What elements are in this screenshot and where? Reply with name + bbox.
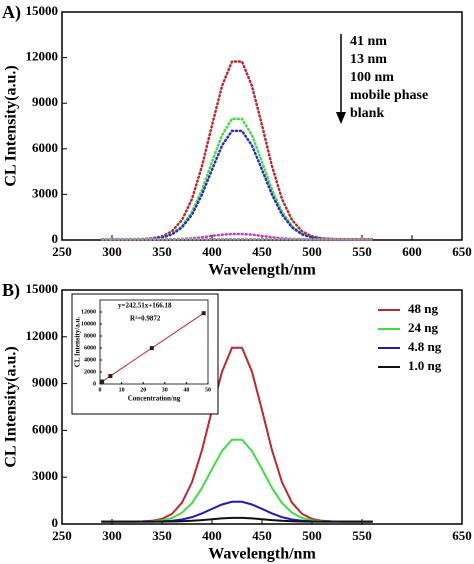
y-tick-label: 6000 <box>32 421 58 436</box>
point <box>100 379 105 384</box>
y-tick-label: 12000 <box>81 309 96 315</box>
y-axis-title: CL Intensity(a.u.) <box>3 65 20 186</box>
legend-label: blank <box>350 106 384 121</box>
point <box>201 311 206 316</box>
x-tick-label: 500 <box>302 528 322 543</box>
x-tick-label: 550 <box>352 528 372 543</box>
y-tick-label: 12000 <box>26 49 59 64</box>
y-tick-label: 9000 <box>32 94 58 109</box>
y-tick-label: 9000 <box>32 375 58 390</box>
x-tick-label: 650 <box>452 244 472 259</box>
panel-label: A) <box>2 2 21 23</box>
x-tick-label: 500 <box>302 244 322 259</box>
series-line <box>100 129 374 241</box>
x-tick-label: 30 <box>162 387 168 393</box>
x-tick-label: 300 <box>102 528 122 543</box>
x-tick-label: 50 <box>205 387 211 393</box>
point <box>108 374 113 379</box>
legend-label: 13 nm <box>350 52 387 67</box>
y-tick-label: 3000 <box>32 185 58 200</box>
y-tick-label: 3000 <box>32 468 58 483</box>
x-axis-title: Wavelength/nm <box>208 546 316 563</box>
x-tick-label: 600 <box>402 244 422 259</box>
x-tick-label: 550 <box>352 244 372 259</box>
x-tick-label: 0 <box>99 387 102 393</box>
y-tick-label: 15000 <box>26 281 59 296</box>
legend-label: 4.8 ng <box>408 339 442 354</box>
legend-arrowhead <box>336 112 346 124</box>
series-line <box>100 117 374 241</box>
x-tick-label: 450 <box>252 528 272 543</box>
x-tick-label: 20 <box>140 387 146 393</box>
x-tick-label: 350 <box>152 244 172 259</box>
y-tick-label: 10000 <box>81 321 96 327</box>
series-line <box>100 60 374 241</box>
panel-label: B) <box>2 280 20 301</box>
legend-label: 1.0 ng <box>408 358 442 373</box>
x-tick-label: 400 <box>202 528 222 543</box>
plot-frame <box>99 299 209 385</box>
x-tick-label: 350 <box>152 528 172 543</box>
x-tick-label: 300 <box>102 244 122 259</box>
x-tick-label: 10 <box>119 387 125 393</box>
x-tick-label: 250 <box>52 244 72 259</box>
y-tick-label: 0 <box>52 231 59 246</box>
x-tick-label: 650 <box>452 528 472 543</box>
x-axis-title: Concentration/ng <box>128 395 181 403</box>
y-tick-label: 0 <box>93 381 96 387</box>
inset-frame <box>71 293 219 415</box>
point <box>149 346 154 351</box>
x-axis-title: Wavelength/nm <box>208 262 316 279</box>
x-tick-label: 40 <box>183 387 189 393</box>
y-tick-label: 8000 <box>84 333 96 339</box>
legend-label: 41 nm <box>350 34 387 49</box>
y-tick-label: 4000 <box>84 357 96 363</box>
y-tick-label: 2000 <box>84 369 96 375</box>
legend-label: mobile phase <box>350 88 428 103</box>
legend-label: 100 nm <box>350 70 394 85</box>
y-tick-label: 6000 <box>84 345 96 351</box>
y-axis-title: CL Intensity/a.u. <box>74 317 82 368</box>
equation: y=242.51x+166.18 <box>118 302 172 310</box>
x-tick-label: 450 <box>252 244 272 259</box>
y-tick-label: 12000 <box>26 328 59 343</box>
y-axis-title: CL Intensity(a.u.) <box>3 346 20 467</box>
x-tick-label: 400 <box>202 244 222 259</box>
legend-label: 24 ng <box>408 320 438 335</box>
r-squared: R²=0.9872 <box>130 315 161 323</box>
legend-label: 48 ng <box>408 301 438 316</box>
y-tick-label: 6000 <box>32 140 58 155</box>
x-tick-label: 250 <box>52 528 72 543</box>
y-tick-label: 15000 <box>26 3 59 18</box>
y-tick-label: 0 <box>52 515 59 530</box>
series-line <box>101 516 373 523</box>
series-line <box>101 438 373 523</box>
